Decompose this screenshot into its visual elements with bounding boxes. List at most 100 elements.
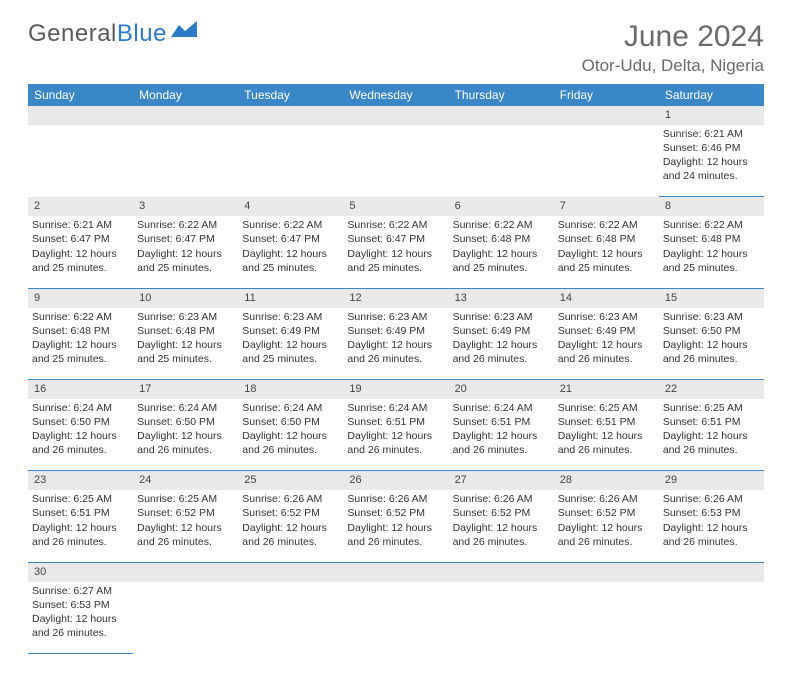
daylight-text: Daylight: 12 hours and 25 minutes. bbox=[137, 247, 234, 275]
day-number: 6 bbox=[449, 197, 554, 216]
sunrise-text: Sunrise: 6:25 AM bbox=[663, 401, 760, 415]
daylight-text: Daylight: 12 hours and 25 minutes. bbox=[32, 247, 129, 275]
sunrise-text: Sunrise: 6:22 AM bbox=[32, 310, 129, 324]
day-number: 13 bbox=[449, 288, 554, 307]
day-cell: Sunrise: 6:24 AMSunset: 6:51 PMDaylight:… bbox=[449, 399, 554, 471]
daylight-text: Daylight: 12 hours and 25 minutes. bbox=[32, 338, 129, 366]
sunset-text: Sunset: 6:47 PM bbox=[137, 232, 234, 246]
daylight-text: Daylight: 12 hours and 25 minutes. bbox=[242, 247, 339, 275]
sunrise-text: Sunrise: 6:26 AM bbox=[663, 492, 760, 506]
sunset-text: Sunset: 6:48 PM bbox=[137, 324, 234, 338]
day-number: 12 bbox=[343, 288, 448, 307]
day-cell: Sunrise: 6:23 AMSunset: 6:49 PMDaylight:… bbox=[449, 308, 554, 380]
day-cell: Sunrise: 6:26 AMSunset: 6:53 PMDaylight:… bbox=[659, 490, 764, 562]
day-number: 9 bbox=[28, 288, 133, 307]
sunset-text: Sunset: 6:51 PM bbox=[663, 415, 760, 429]
day-cell: Sunrise: 6:24 AMSunset: 6:50 PMDaylight:… bbox=[133, 399, 238, 471]
day-cell: Sunrise: 6:26 AMSunset: 6:52 PMDaylight:… bbox=[238, 490, 343, 562]
day-cell: Sunrise: 6:24 AMSunset: 6:50 PMDaylight:… bbox=[28, 399, 133, 471]
col-header-friday: Friday bbox=[554, 84, 659, 106]
col-header-wednesday: Wednesday bbox=[343, 84, 448, 106]
sunrise-text: Sunrise: 6:25 AM bbox=[32, 492, 129, 506]
sunset-text: Sunset: 6:52 PM bbox=[137, 506, 234, 520]
sunset-text: Sunset: 6:52 PM bbox=[242, 506, 339, 520]
day-cell: Sunrise: 6:25 AMSunset: 6:51 PMDaylight:… bbox=[554, 399, 659, 471]
sunset-text: Sunset: 6:49 PM bbox=[347, 324, 444, 338]
day-number: 28 bbox=[554, 471, 659, 490]
day-cell: Sunrise: 6:26 AMSunset: 6:52 PMDaylight:… bbox=[449, 490, 554, 562]
daylight-text: Daylight: 12 hours and 25 minutes. bbox=[453, 247, 550, 275]
day-cell: Sunrise: 6:25 AMSunset: 6:51 PMDaylight:… bbox=[659, 399, 764, 471]
day-cell: Sunrise: 6:25 AMSunset: 6:52 PMDaylight:… bbox=[133, 490, 238, 562]
day-cell: Sunrise: 6:22 AMSunset: 6:47 PMDaylight:… bbox=[343, 216, 448, 288]
location-subtitle: Otor-Udu, Delta, Nigeria bbox=[582, 56, 764, 76]
day-number: 14 bbox=[554, 288, 659, 307]
day-number: 10 bbox=[133, 288, 238, 307]
sunrise-text: Sunrise: 6:23 AM bbox=[453, 310, 550, 324]
sunset-text: Sunset: 6:51 PM bbox=[32, 506, 129, 520]
daylight-text: Daylight: 12 hours and 26 minutes. bbox=[558, 429, 655, 457]
daylight-text: Daylight: 12 hours and 24 minutes. bbox=[663, 155, 760, 183]
day-cell: Sunrise: 6:22 AMSunset: 6:48 PMDaylight:… bbox=[554, 216, 659, 288]
sunset-text: Sunset: 6:50 PM bbox=[137, 415, 234, 429]
daylight-text: Daylight: 12 hours and 26 minutes. bbox=[663, 521, 760, 549]
daylight-text: Daylight: 12 hours and 25 minutes. bbox=[663, 247, 760, 275]
calendar-table: SundayMondayTuesdayWednesdayThursdayFrid… bbox=[28, 84, 764, 654]
day-cell: Sunrise: 6:25 AMSunset: 6:51 PMDaylight:… bbox=[28, 490, 133, 562]
daylight-text: Daylight: 12 hours and 25 minutes. bbox=[137, 338, 234, 366]
daylight-text: Daylight: 12 hours and 26 minutes. bbox=[453, 521, 550, 549]
day-number: 16 bbox=[28, 380, 133, 399]
daylight-text: Daylight: 12 hours and 25 minutes. bbox=[242, 338, 339, 366]
day-number: 23 bbox=[28, 471, 133, 490]
day-cell: Sunrise: 6:21 AMSunset: 6:46 PMDaylight:… bbox=[659, 125, 764, 197]
day-number: 7 bbox=[554, 197, 659, 216]
day-cell: Sunrise: 6:22 AMSunset: 6:48 PMDaylight:… bbox=[659, 216, 764, 288]
daylight-text: Daylight: 12 hours and 26 minutes. bbox=[347, 429, 444, 457]
daylight-text: Daylight: 12 hours and 26 minutes. bbox=[558, 338, 655, 366]
daylight-text: Daylight: 12 hours and 26 minutes. bbox=[663, 338, 760, 366]
sunrise-text: Sunrise: 6:26 AM bbox=[347, 492, 444, 506]
sunset-text: Sunset: 6:48 PM bbox=[663, 232, 760, 246]
day-number: 18 bbox=[238, 380, 343, 399]
page-title: June 2024 bbox=[582, 20, 764, 54]
daylight-text: Daylight: 12 hours and 26 minutes. bbox=[347, 521, 444, 549]
sunset-text: Sunset: 6:48 PM bbox=[32, 324, 129, 338]
sunrise-text: Sunrise: 6:23 AM bbox=[347, 310, 444, 324]
daylight-text: Daylight: 12 hours and 26 minutes. bbox=[32, 612, 129, 640]
day-cell: Sunrise: 6:22 AMSunset: 6:47 PMDaylight:… bbox=[133, 216, 238, 288]
brand-part2: Blue bbox=[117, 20, 167, 48]
day-cell: Sunrise: 6:23 AMSunset: 6:49 PMDaylight:… bbox=[238, 308, 343, 380]
col-header-tuesday: Tuesday bbox=[238, 84, 343, 106]
sunrise-text: Sunrise: 6:24 AM bbox=[242, 401, 339, 415]
day-number: 15 bbox=[659, 288, 764, 307]
day-cell: Sunrise: 6:22 AMSunset: 6:48 PMDaylight:… bbox=[449, 216, 554, 288]
sunset-text: Sunset: 6:52 PM bbox=[453, 506, 550, 520]
sunrise-text: Sunrise: 6:22 AM bbox=[663, 218, 760, 232]
sunrise-text: Sunrise: 6:25 AM bbox=[137, 492, 234, 506]
daylight-text: Daylight: 12 hours and 26 minutes. bbox=[137, 429, 234, 457]
sunrise-text: Sunrise: 6:22 AM bbox=[242, 218, 339, 232]
day-cell: Sunrise: 6:23 AMSunset: 6:50 PMDaylight:… bbox=[659, 308, 764, 380]
daylight-text: Daylight: 12 hours and 26 minutes. bbox=[32, 521, 129, 549]
sunset-text: Sunset: 6:53 PM bbox=[32, 598, 129, 612]
daylight-text: Daylight: 12 hours and 26 minutes. bbox=[663, 429, 760, 457]
day-number: 29 bbox=[659, 471, 764, 490]
col-header-saturday: Saturday bbox=[659, 84, 764, 106]
day-number: 1 bbox=[659, 106, 764, 125]
brand-logo: GeneralBlue bbox=[28, 20, 197, 48]
day-cell: Sunrise: 6:23 AMSunset: 6:48 PMDaylight:… bbox=[133, 308, 238, 380]
sunrise-text: Sunrise: 6:24 AM bbox=[32, 401, 129, 415]
daylight-text: Daylight: 12 hours and 26 minutes. bbox=[558, 521, 655, 549]
sunrise-text: Sunrise: 6:24 AM bbox=[137, 401, 234, 415]
day-number: 3 bbox=[133, 197, 238, 216]
day-cell: Sunrise: 6:22 AMSunset: 6:47 PMDaylight:… bbox=[238, 216, 343, 288]
day-cell: Sunrise: 6:21 AMSunset: 6:47 PMDaylight:… bbox=[28, 216, 133, 288]
daylight-text: Daylight: 12 hours and 26 minutes. bbox=[137, 521, 234, 549]
sunrise-text: Sunrise: 6:21 AM bbox=[663, 127, 760, 141]
sunset-text: Sunset: 6:49 PM bbox=[453, 324, 550, 338]
day-cell: Sunrise: 6:26 AMSunset: 6:52 PMDaylight:… bbox=[343, 490, 448, 562]
daylight-text: Daylight: 12 hours and 26 minutes. bbox=[347, 338, 444, 366]
sunrise-text: Sunrise: 6:26 AM bbox=[242, 492, 339, 506]
sunset-text: Sunset: 6:50 PM bbox=[242, 415, 339, 429]
sunset-text: Sunset: 6:47 PM bbox=[32, 232, 129, 246]
